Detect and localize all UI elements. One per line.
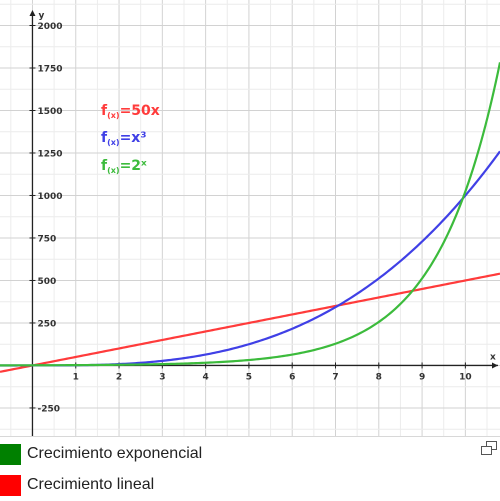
x-tick-label: 2 bbox=[116, 372, 122, 382]
y-tick-label: 250 bbox=[37, 319, 56, 329]
formula-label-1: f(x)=50x bbox=[101, 103, 160, 120]
x-axis-arrow bbox=[492, 362, 498, 369]
y-tick-label: 1750 bbox=[37, 64, 62, 74]
legend-swatch-linear bbox=[0, 474, 21, 496]
function-plot: x y 1 2 3 4 5 6 7 8 9 10 -250 250 500 750 1000 1250 1500 17… bbox=[0, 0, 500, 436]
x-tick-label: 9 bbox=[419, 372, 425, 382]
y-tick-label: 500 bbox=[37, 277, 56, 287]
y-tick-label: 1000 bbox=[37, 192, 62, 202]
y-axis-name: y bbox=[38, 11, 44, 21]
x-tick-label: 4 bbox=[202, 372, 208, 382]
x-tick-label: 3 bbox=[159, 372, 165, 382]
formula-label-3: f(x)=2ˣ bbox=[101, 158, 147, 175]
plot-background bbox=[0, 0, 500, 436]
x-tick-label: 6 bbox=[289, 372, 295, 382]
legend: Crecimiento exponencial Crecimiento line… bbox=[0, 436, 500, 501]
formula-label-2: f(x)=x³ bbox=[101, 130, 146, 147]
x-tick-label: 8 bbox=[376, 372, 382, 382]
legend-label-linear: Crecimiento lineal bbox=[27, 476, 155, 493]
legend-swatch-exponential bbox=[0, 443, 21, 465]
x-tick-label: 5 bbox=[246, 372, 252, 382]
series-line-1 bbox=[0, 272, 500, 373]
series-line-3 bbox=[0, 62, 500, 367]
y-tick-label: -250 bbox=[37, 404, 60, 414]
y-tick-label: 1250 bbox=[37, 149, 62, 159]
y-tick-label: 750 bbox=[37, 234, 56, 244]
x-tick-label: 10 bbox=[459, 372, 472, 382]
expand-icon[interactable] bbox=[481, 441, 497, 455]
y-tick-label: 1500 bbox=[37, 107, 62, 117]
y-tick-label: 2000 bbox=[37, 22, 62, 32]
legend-item-linear: Crecimiento lineal bbox=[0, 473, 154, 497]
y-axis-arrow bbox=[29, 10, 36, 16]
x-tick-label: 1 bbox=[73, 372, 79, 382]
x-axis-name: x bbox=[490, 352, 496, 362]
legend-item-exponential: Crecimiento exponencial bbox=[0, 442, 202, 466]
legend-label-exponential: Crecimiento exponencial bbox=[27, 445, 203, 462]
x-tick-label: 7 bbox=[332, 372, 338, 382]
